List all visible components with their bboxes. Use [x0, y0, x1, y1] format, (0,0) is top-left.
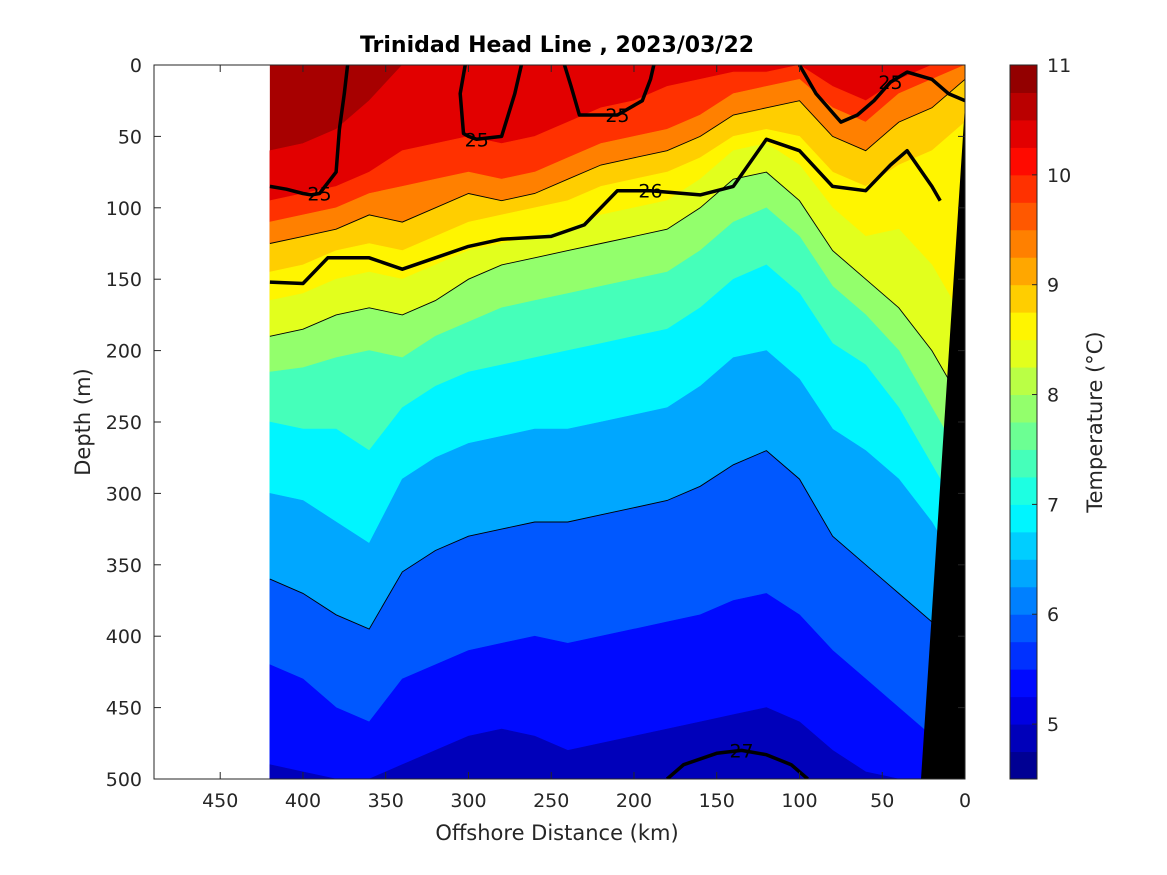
colorbar-segment: [1010, 394, 1037, 423]
colorbar-segment: [1010, 504, 1037, 533]
density-contour-label: 26: [638, 181, 662, 203]
x-tick-label: 150: [699, 790, 735, 812]
density-contour-label: 25: [605, 105, 629, 127]
y-tick-label: 350: [106, 555, 142, 577]
chart-title: Trinidad Head Line , 2023/03/22: [360, 33, 754, 58]
density-contour-25-1: [458, 65, 524, 142]
y-tick-label: 0: [130, 55, 142, 77]
colorbar-segment: [1010, 422, 1037, 450]
colorbar-tick-label: 11: [1047, 55, 1071, 77]
y-tick-label: 100: [106, 198, 142, 220]
colorbar-segment: [1010, 65, 1037, 93]
temperature-band-5: [269, 707, 965, 779]
colorbar-segment: [1010, 257, 1037, 286]
density-contour-25-2: [562, 65, 656, 117]
isotherm-line-9: [269, 78, 965, 244]
colorbar: 5 6 7 8 9 10 11: [1009, 55, 1071, 780]
density-contour-26-4: [269, 137, 942, 286]
y-tick-label: 50: [118, 126, 142, 148]
x-tick-label: 50: [870, 790, 894, 812]
x-tick-label: 450: [202, 790, 238, 812]
colorbar-segment: [1010, 586, 1037, 615]
colorbar-tick-label: 5: [1047, 714, 1059, 736]
density-contour-25-0: [269, 65, 350, 197]
colorbar-segment: [1010, 312, 1037, 341]
colorbar-segment: [1010, 696, 1037, 725]
y-axis-label: Depth (m): [71, 368, 95, 475]
colorbar-segment: [1010, 339, 1037, 368]
colorbar-segment: [1010, 284, 1037, 313]
x-tick-label: 0: [959, 790, 971, 812]
y-tick-label: 150: [106, 269, 142, 291]
colorbar-segment: [1010, 476, 1037, 505]
x-tick-label: 100: [781, 790, 817, 812]
x-axis-label: Offshore Distance (km): [435, 821, 678, 845]
colorbar-tick-label: 6: [1047, 604, 1059, 626]
density-contour-label: 25: [465, 129, 489, 151]
colorbar-tick-label: 9: [1047, 275, 1059, 297]
colorbar-segment: [1010, 174, 1037, 203]
isotherm-line-6: [269, 450, 965, 666]
density-contour-label: 25: [307, 184, 331, 206]
x-axis: 450 400 350 300 250 200 150 100 50 0: [202, 65, 971, 812]
seafloor-bathymetry: [921, 65, 965, 779]
density-contour-27-5: [665, 748, 809, 779]
colorbar-segment: [1010, 449, 1037, 478]
colorbar-segment: [1010, 559, 1037, 588]
colorbar-segment: [1010, 614, 1037, 643]
density-contours: 25 25 25 25 26 27: [269, 65, 965, 779]
colorbar-segment: [1010, 751, 1037, 780]
colorbar-segment: [1010, 669, 1037, 698]
x-tick-label: 200: [616, 790, 652, 812]
x-tick-label: 250: [533, 790, 569, 812]
temperature-field: [269, 65, 965, 779]
y-tick-label: 400: [106, 626, 142, 648]
colorbar-segment: [1010, 92, 1037, 121]
colorbar-segment: [1010, 229, 1037, 258]
x-tick-label: 400: [285, 790, 321, 812]
y-tick-label: 250: [106, 412, 142, 434]
x-tick-label: 350: [368, 790, 404, 812]
y-tick-label: 300: [106, 483, 142, 505]
colorbar-segment: [1010, 641, 1037, 670]
colorbar-segment: [1010, 531, 1037, 560]
colorbar-segment: [1010, 202, 1037, 231]
density-contour-25-3: [797, 65, 965, 124]
y-tick-label: 500: [106, 769, 142, 791]
y-tick-label: 450: [106, 698, 142, 720]
colorbar-segment: [1010, 367, 1037, 396]
colorbar-frame: [1009, 64, 1038, 780]
density-contour-label: 27: [729, 740, 753, 762]
density-contour-label: 25: [878, 72, 902, 94]
y-tick-label: 200: [106, 341, 142, 363]
colorbar-tick-label: 7: [1047, 494, 1059, 516]
colorbar-segment: [1010, 119, 1037, 148]
colorbar-label: Temperature (°C): [1083, 331, 1107, 513]
colorbar-tick-label: 8: [1047, 385, 1059, 407]
colorbar-tick-label: 10: [1047, 165, 1071, 187]
colorbar-segment: [1010, 724, 1037, 753]
colorbar-segment: [1010, 147, 1037, 176]
temperature-isotherms: [269, 78, 965, 666]
isotherm-line-8: [269, 171, 965, 408]
x-tick-label: 300: [450, 790, 486, 812]
y-axis: 0 50 100 150 200 250 300 350 400 450 500: [106, 55, 965, 791]
